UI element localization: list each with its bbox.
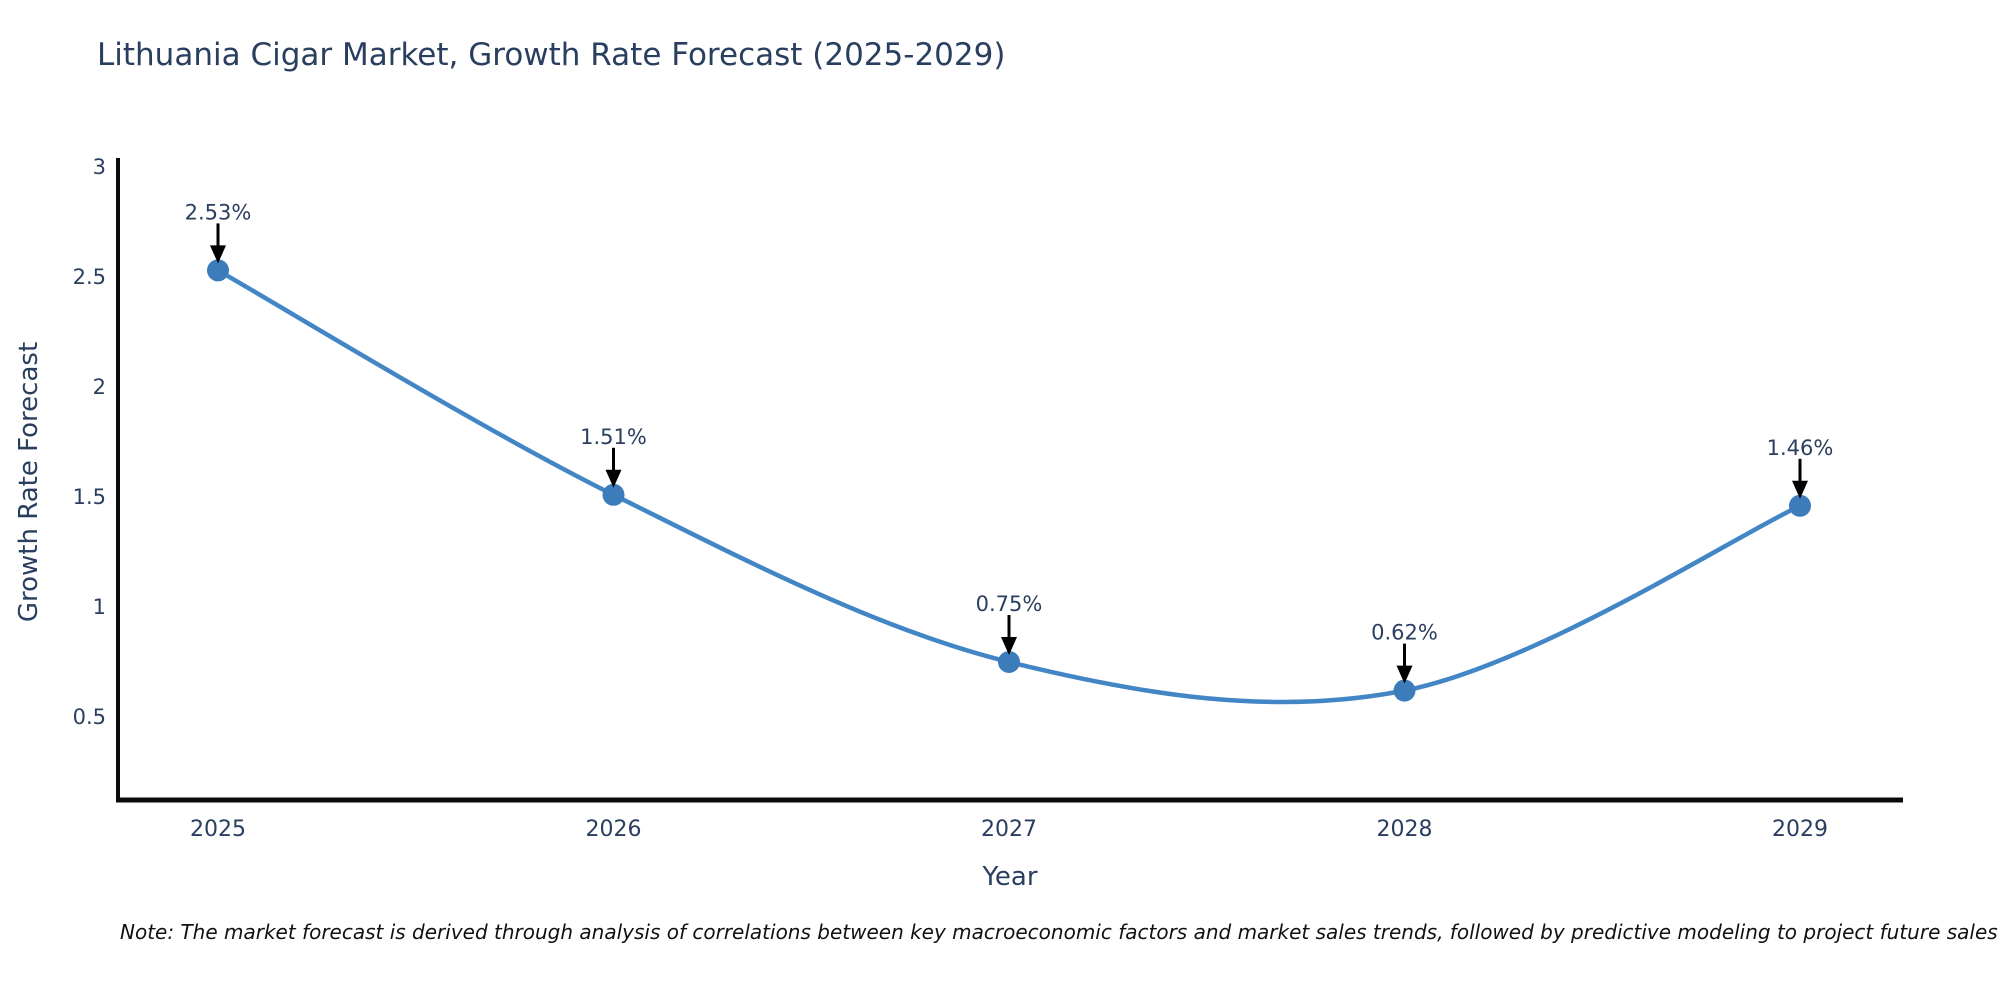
y-tick-label: 2 [93, 375, 106, 399]
y-tick-label: 1 [93, 595, 106, 619]
data-point-label: 1.46% [1767, 436, 1834, 460]
data-point-marker [1393, 679, 1416, 702]
data-point-marker [602, 483, 625, 506]
data-point-marker [998, 651, 1020, 673]
chart-title: Lithuania Cigar Market, Growth Rate Fore… [97, 37, 1006, 73]
x-tick-label: 2029 [1772, 817, 1828, 842]
x-tick-label: 2027 [981, 817, 1037, 842]
y-axis-title: Growth Rate Forecast [14, 341, 44, 623]
data-point-label: 0.75% [976, 592, 1043, 616]
x-tick-label: 2025 [190, 817, 246, 842]
data-point-marker [1789, 494, 1811, 517]
annotation-arrow-head [1792, 480, 1808, 499]
annotation-arrow-head [1396, 665, 1413, 684]
chart-note: Note: The market forecast is derived thr… [120, 920, 1998, 944]
y-tick-label: 3 [93, 155, 106, 179]
data-point-marker [207, 259, 229, 282]
x-axis-title: Year [982, 862, 1038, 892]
x-tick-label: 2026 [586, 817, 642, 842]
y-tick-label: 2.5 [73, 265, 106, 289]
data-point-label: 0.62% [1371, 621, 1438, 645]
y-tick-label: 0.5 [73, 705, 106, 729]
annotation-arrow-head [210, 245, 226, 264]
annotation-arrow-head [605, 469, 622, 488]
y-tick-label: 1.5 [73, 485, 106, 509]
data-point-label: 2.53% [185, 200, 252, 224]
data-point-label: 1.51% [580, 425, 647, 449]
x-tick-label: 2028 [1377, 817, 1433, 842]
annotation-arrow-head [1001, 637, 1017, 655]
